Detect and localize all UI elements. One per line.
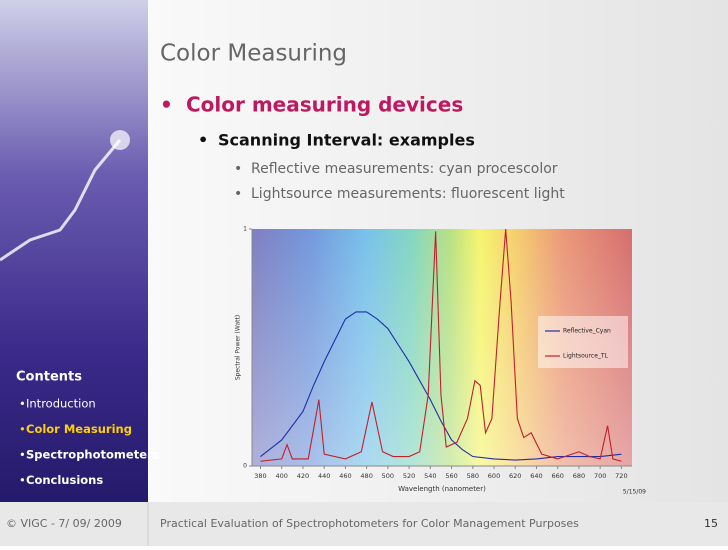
x-tick-label: 520 [403, 472, 415, 480]
sidebar-panel [0, 0, 148, 502]
x-tick-label: 700 [594, 472, 606, 480]
series-line [260, 311, 622, 461]
series-line [260, 228, 622, 462]
bullet-2-text: Scanning Interval: examples [218, 131, 475, 150]
x-tick-label: 480 [360, 472, 372, 480]
legend-box [538, 316, 628, 368]
x-tick-label: 620 [509, 472, 521, 480]
x-tick-label: 640 [530, 472, 542, 480]
y-tick-label: 0 [243, 463, 247, 470]
bullet-3: • [234, 161, 242, 177]
contents-item: Introduction [26, 397, 96, 411]
contents-bullet: • [19, 397, 26, 411]
sidebar-glow [110, 130, 130, 150]
contents-heading: Contents [16, 370, 82, 385]
page-number: 15 [704, 517, 718, 530]
x-tick-label: 500 [382, 472, 394, 480]
x-tick-label: 440 [318, 472, 330, 480]
chart-date: 5/15/09 [623, 489, 646, 496]
y-axis-label: Spectral Power (Watt) [235, 315, 242, 380]
x-tick-label: 400 [276, 472, 288, 480]
x-tick-label: 600 [488, 472, 500, 480]
sidebar-graphic [0, 139, 122, 262]
x-tick-label: 660 [551, 472, 563, 480]
contents-bullet: • [19, 473, 26, 487]
x-tick-label: 420 [297, 472, 309, 480]
bullet-3-text: Lightsource measurements: fluorescent li… [251, 186, 565, 202]
legend-label: Lightsource_TL [563, 353, 609, 360]
bullet-1: • [160, 93, 173, 117]
x-tick-label: 380 [254, 472, 266, 480]
footer-center: Practical Evaluation of Spectrophotomete… [160, 517, 579, 530]
x-tick-label: 540 [424, 472, 436, 480]
y-tick-label: 1 [243, 226, 247, 233]
x-axis-label: Wavelength (nanometer) [398, 485, 486, 493]
contents-item: Spectrophotometers [26, 448, 160, 462]
footer-bar [0, 502, 728, 546]
x-tick-label: 720 [615, 472, 627, 480]
footer-left: © VIGC - 7/ 09/ 2009 [6, 517, 122, 530]
bullet-3-text: Reflective measurements: cyan procescolo… [251, 161, 558, 177]
legend-label: Reflective_Cyan [563, 328, 611, 335]
contents-bullet: • [19, 422, 26, 436]
x-tick-label: 560 [445, 472, 457, 480]
x-tick-label: 680 [573, 472, 585, 480]
x-tick-label: 580 [467, 472, 479, 480]
contents-item: Conclusions [26, 473, 103, 487]
bullet-3: • [234, 186, 242, 202]
x-tick-label: 460 [339, 472, 351, 480]
contents-bullet: • [19, 448, 26, 462]
bullet-2: • [198, 131, 208, 150]
slide-title: Color Measuring [160, 41, 347, 67]
bullet-1-text: Color measuring devices [186, 93, 463, 117]
contents-item: Color Measuring [26, 422, 132, 436]
